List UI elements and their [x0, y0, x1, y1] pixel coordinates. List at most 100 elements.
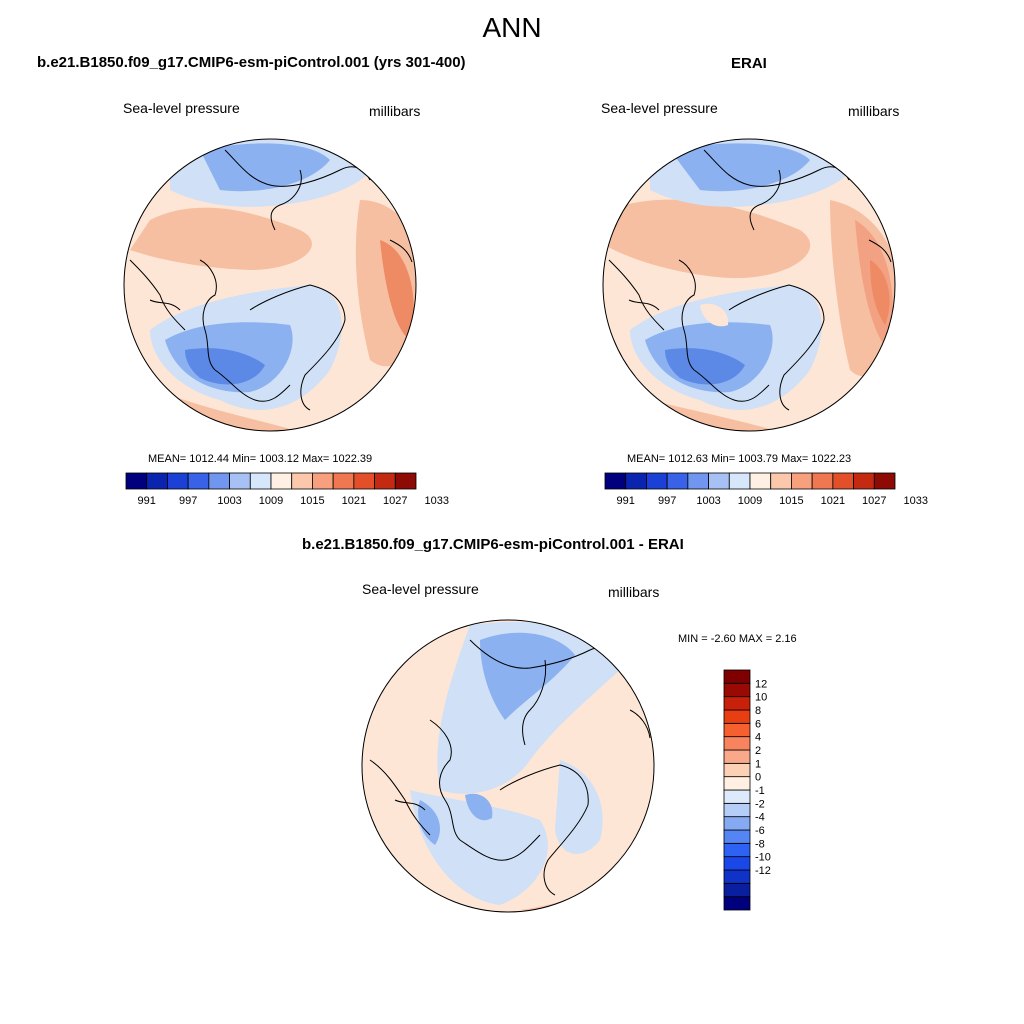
colorbar-3-tick-label: -12: [755, 865, 771, 877]
figure-title: ANN: [482, 12, 542, 43]
colorbar-1-swatch: [167, 472, 189, 490]
colorbar-3-tick-label: 4: [755, 732, 761, 744]
colorbar-3-swatch: [723, 869, 751, 884]
colorbar-2-swatch: [873, 472, 896, 490]
colorbar-1-swatch: [125, 472, 148, 490]
colorbar-3-swatch: [723, 829, 751, 844]
colorbar-2-swatch: [853, 472, 875, 490]
colorbar-1-tick-label: 1033: [424, 495, 448, 507]
map-1-filled-contours: [124, 139, 416, 431]
map-panel-2: [602, 138, 896, 432]
colorbar-2-swatch: [625, 472, 647, 490]
panel-2-variable-label: Sea-level pressure: [601, 100, 718, 116]
colorbar-3-swatch: [723, 896, 751, 911]
colorbar-2-tick-label: 1033: [903, 495, 927, 507]
colorbar-2-swatch: [728, 472, 751, 490]
colorbar-3-swatch: [723, 722, 751, 738]
colorbar-2-swatch: [770, 472, 792, 490]
colorbar-panel-1: 991 997 1003 1009 1015 1021 1027 1033: [125, 472, 449, 507]
colorbar-3-swatch: [723, 709, 751, 724]
colorbar-3-swatch: [723, 776, 751, 791]
map-panel-1: [123, 138, 417, 432]
colorbar-2-tick-label: 997: [658, 495, 676, 507]
map-panel-3: [361, 619, 655, 913]
colorbar-1-swatch: [229, 472, 251, 490]
colorbar-3-swatch: [723, 736, 751, 751]
colorbar-1-swatch: [312, 472, 334, 490]
panel-3-variable-label: Sea-level pressure: [362, 581, 479, 597]
colorbar-1-swatch: [353, 472, 375, 490]
panel-2-units-label: millibars: [848, 103, 900, 119]
panel-1-units-label: millibars: [369, 103, 421, 119]
colorbar-2-swatch: [749, 472, 772, 490]
colorbar-2-tick-label: 1021: [821, 495, 845, 507]
colorbar-3-swatch: [723, 682, 751, 698]
colorbar-1-swatch: [291, 472, 313, 490]
colorbar-2-swatch: [791, 472, 813, 490]
colorbar-1-tick-label: 1027: [383, 495, 407, 507]
colorbar-2-swatch: [646, 472, 668, 490]
colorbar-1-tick-label: 1015: [300, 495, 324, 507]
colorbar-1-tick-label: 1021: [342, 495, 366, 507]
colorbar-1-swatch: [208, 472, 230, 490]
panel-3-units-label: millibars: [608, 584, 660, 600]
colorbar-3-swatch: [723, 669, 751, 684]
colorbar-3-tick-label: -6: [755, 825, 765, 837]
panel-1-variable-label: Sea-level pressure: [123, 100, 240, 116]
colorbar-1-swatch: [270, 472, 293, 490]
colorbar-2-swatch: [832, 472, 854, 490]
panel-3-stats: MIN = -2.60 MAX = 2.16: [678, 633, 797, 645]
colorbar-3-tick-label: 10: [755, 692, 767, 704]
map-3-boundary: [361, 619, 655, 913]
colorbar-3-swatch: [723, 856, 751, 871]
colorbar-3-swatch: [723, 749, 751, 764]
panel-1-stats: MEAN= 1012.44 Min= 1003.12 Max= 1022.39: [148, 453, 373, 465]
panel-3-title: b.e21.B1850.f09_g17.CMIP6-esm-piControl.…: [302, 536, 684, 553]
colorbar-2-swatch: [811, 472, 834, 490]
map-1-boundary: [123, 138, 417, 432]
colorbar-3-tick-label: -8: [755, 838, 765, 850]
panel-2-title: ERAI: [731, 55, 767, 72]
colorbar-2-swatch: [708, 472, 730, 490]
colorbar-2-swatch: [604, 472, 627, 490]
colorbar-2-swatch: [687, 472, 709, 490]
panel-2-stats: MEAN= 1012.63 Min= 1003.79 Max= 1022.23: [627, 453, 852, 465]
map-3-filled-contours: [362, 620, 654, 912]
colorbar-1-tick-label: 997: [179, 495, 197, 507]
colorbar-1-tick-label: 1003: [217, 495, 241, 507]
colorbar-3-tick-label: 0: [755, 772, 761, 784]
colorbar-2-tick-label: 1015: [779, 495, 803, 507]
colorbar-1-swatch: [249, 472, 272, 490]
colorbar-3-tick-label: 2: [755, 745, 761, 757]
colorbar-2-tick-label: 1027: [862, 495, 886, 507]
colorbar-3-tick-label: 12: [755, 678, 767, 690]
colorbar-1-tick-label: 991: [138, 495, 156, 507]
colorbar-2-tick-label: 991: [617, 495, 635, 507]
colorbar-1-swatch: [146, 472, 168, 490]
colorbar-1-swatch: [394, 472, 417, 490]
colorbar-3-swatch: [723, 762, 751, 778]
colorbar-3-swatch: [723, 842, 751, 858]
colorbar-3-tick-label: -4: [755, 812, 765, 824]
colorbar-panel-2: 991 997 1003 1009 1015 1021 1027 1033: [604, 472, 928, 507]
colorbar-3-tick-label: -10: [755, 852, 771, 864]
colorbar-3-swatch: [723, 696, 751, 711]
colorbar-3-swatch: [723, 882, 751, 898]
colorbar-1-swatch: [332, 472, 355, 490]
panel-1-title: b.e21.B1850.f09_g17.CMIP6-esm-piControl.…: [37, 54, 466, 71]
colorbar-1-tick-label: 1009: [259, 495, 283, 507]
colorbar-3-tick-label: 8: [755, 705, 761, 717]
colorbar-3-tick-label: -1: [755, 785, 765, 797]
map-2-boundary: [602, 138, 896, 432]
colorbar-2-tick-label: 1003: [696, 495, 720, 507]
colorbar-3-swatch: [723, 789, 751, 804]
colorbar-2-swatch: [666, 472, 689, 490]
colorbar-1-swatch: [374, 472, 396, 490]
colorbar-3-tick-label: 6: [755, 718, 761, 730]
colorbar-1-swatch: [187, 472, 210, 490]
colorbar-3-swatch: [723, 802, 751, 818]
colorbar-3-swatch: [723, 816, 751, 831]
colorbar-3-tick-label: -2: [755, 798, 765, 810]
